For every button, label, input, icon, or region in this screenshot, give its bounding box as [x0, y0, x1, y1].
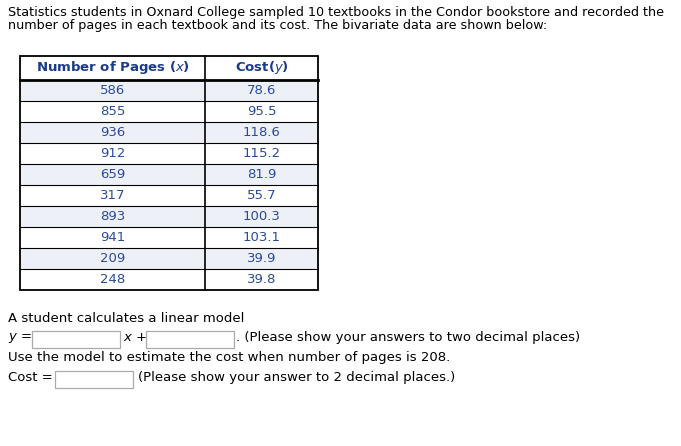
Text: number of pages in each textbook and its cost. The bivariate data are shown belo: number of pages in each textbook and its… [8, 19, 548, 32]
Text: 95.5: 95.5 [247, 105, 276, 118]
Text: 893: 893 [100, 210, 125, 223]
Text: Use the model to estimate the cost when number of pages is 208.: Use the model to estimate the cost when … [8, 351, 450, 364]
Bar [20, 101, 318, 122]
Text: 317: 317 [99, 189, 125, 202]
Text: 78.6: 78.6 [247, 84, 276, 97]
Text: 55.7: 55.7 [247, 189, 276, 202]
Text: 941: 941 [100, 231, 125, 244]
Text: Cost($y$): Cost($y$) [234, 59, 289, 77]
Bar [20, 143, 318, 164]
Bar [20, 164, 318, 185]
Text: 115.2: 115.2 [242, 147, 281, 160]
Text: 586: 586 [100, 84, 125, 97]
Bar [20, 269, 318, 290]
Bar [32, 331, 120, 348]
Bar [20, 206, 318, 227]
Text: Number of Pages ($x$): Number of Pages ($x$) [35, 59, 189, 77]
Text: $x$ +: $x$ + [123, 331, 147, 344]
Text: 118.6: 118.6 [242, 126, 281, 139]
Text: 103.1: 103.1 [242, 231, 281, 244]
Text: 936: 936 [100, 126, 125, 139]
Bar [20, 122, 318, 143]
Text: A student calculates a linear model: A student calculates a linear model [8, 312, 244, 325]
Text: 100.3: 100.3 [242, 210, 281, 223]
Text: (Please show your answer to 2 decimal places.): (Please show your answer to 2 decimal pl… [138, 371, 456, 384]
Bar [20, 185, 318, 206]
Bar [20, 56, 318, 290]
Text: 39.9: 39.9 [247, 252, 276, 265]
Bar [146, 331, 234, 348]
Bar [20, 248, 318, 269]
Bar [20, 80, 318, 101]
Text: 912: 912 [100, 147, 125, 160]
Bar [20, 227, 318, 248]
Text: 248: 248 [100, 273, 125, 286]
Text: 855: 855 [100, 105, 125, 118]
Text: 209: 209 [100, 252, 125, 265]
Text: $y$ =: $y$ = [8, 331, 32, 345]
Text: Cost = $: Cost = $ [8, 371, 65, 384]
Text: 39.8: 39.8 [247, 273, 276, 286]
Text: 81.9: 81.9 [247, 168, 276, 181]
Text: . (Please show your answers to two decimal places): . (Please show your answers to two decim… [236, 331, 580, 344]
Bar [55, 371, 133, 388]
Text: Statistics students in Oxnard College sampled 10 textbooks in the Condor booksto: Statistics students in Oxnard College sa… [8, 6, 664, 19]
Text: 659: 659 [100, 168, 125, 181]
